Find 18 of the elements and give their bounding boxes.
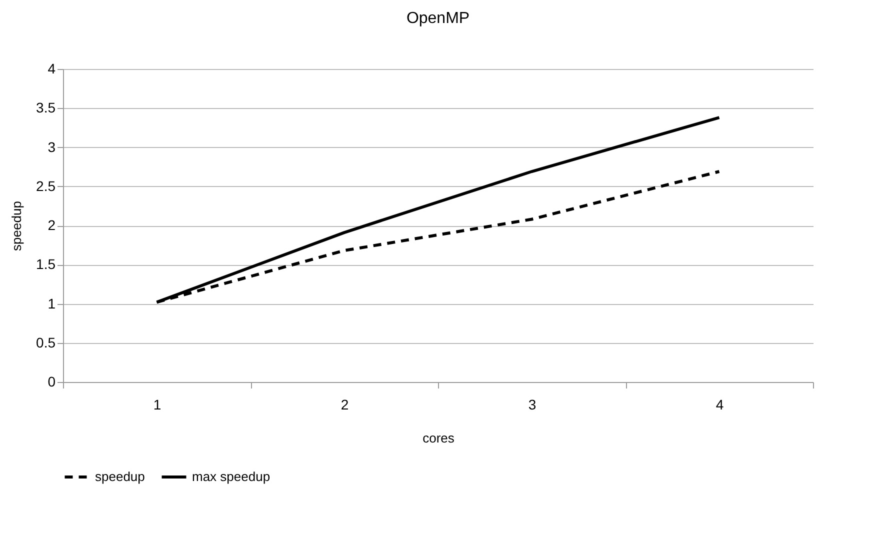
y-tick-label: 1.5 bbox=[36, 256, 56, 272]
y-axis-title: speedup bbox=[9, 201, 24, 251]
x-tick-label: 3 bbox=[528, 396, 536, 412]
y-tick-label: 2 bbox=[48, 217, 56, 233]
x-axis-title: cores bbox=[422, 430, 455, 446]
y-tick-label: 2.5 bbox=[36, 178, 56, 194]
legend-label: max speedup bbox=[192, 469, 270, 484]
y-tick-label: 3.5 bbox=[36, 100, 56, 116]
chart-title: OpenMP bbox=[406, 10, 470, 27]
y-tick-label: 0 bbox=[48, 374, 56, 390]
legend-label: speedup bbox=[95, 469, 145, 484]
y-tick-label: 1 bbox=[48, 295, 56, 312]
x-tick-label: 2 bbox=[340, 396, 349, 412]
y-tick-label: 4 bbox=[48, 60, 56, 76]
y-tick-label: 0.5 bbox=[36, 334, 56, 350]
x-tick-label: 1 bbox=[153, 396, 162, 412]
x-tick-label: 4 bbox=[716, 396, 724, 412]
y-tick-label: 3 bbox=[48, 138, 56, 155]
